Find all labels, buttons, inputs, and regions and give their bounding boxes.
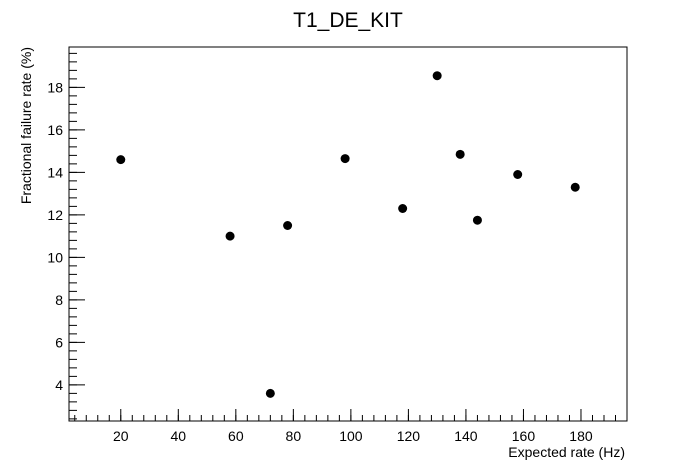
x-tick-label: 100 xyxy=(339,428,363,444)
x-tick-label: 60 xyxy=(228,428,244,444)
y-tick-label: 14 xyxy=(47,164,63,180)
data-point xyxy=(283,221,293,230)
data-point xyxy=(432,71,442,81)
x-tick-label: 160 xyxy=(512,428,536,444)
data-point xyxy=(340,154,350,164)
data-point xyxy=(116,155,126,165)
data-point xyxy=(398,204,408,213)
data-point xyxy=(472,215,482,225)
data-points xyxy=(116,71,580,398)
data-point xyxy=(455,149,465,159)
data-point xyxy=(265,388,275,398)
x-tick-label: 80 xyxy=(286,428,302,444)
y-tick-label: 8 xyxy=(55,292,63,308)
x-tick-label: 40 xyxy=(171,428,187,444)
y-tick-label: 12 xyxy=(47,207,63,223)
y-axis-label: Fractional failure rate (%) xyxy=(18,47,34,204)
x-tick-label: 20 xyxy=(113,428,129,444)
data-point xyxy=(570,182,580,192)
x-tick-labels: 20 40 60 80 100 120 140 160 180 xyxy=(113,428,593,444)
plot-frame xyxy=(68,46,628,422)
axis-ticks xyxy=(69,52,628,421)
data-point xyxy=(225,231,235,241)
y-tick-labels: 4 6 8 10 12 14 16 18 xyxy=(47,79,63,393)
y-tick-label: 10 xyxy=(47,249,63,265)
y-tick-label: 6 xyxy=(55,334,63,350)
data-point xyxy=(513,170,523,179)
x-tick-label: 120 xyxy=(397,428,421,444)
x-tick-label: 140 xyxy=(454,428,478,444)
y-tick-label: 18 xyxy=(47,79,63,95)
y-tick-label: 16 xyxy=(47,122,63,138)
chart-title: T1_DE_KIT xyxy=(293,9,403,32)
y-tick-label: 4 xyxy=(55,377,63,393)
x-axis-label: Expected rate (Hz) xyxy=(508,444,625,460)
x-tick-label: 180 xyxy=(569,428,593,444)
